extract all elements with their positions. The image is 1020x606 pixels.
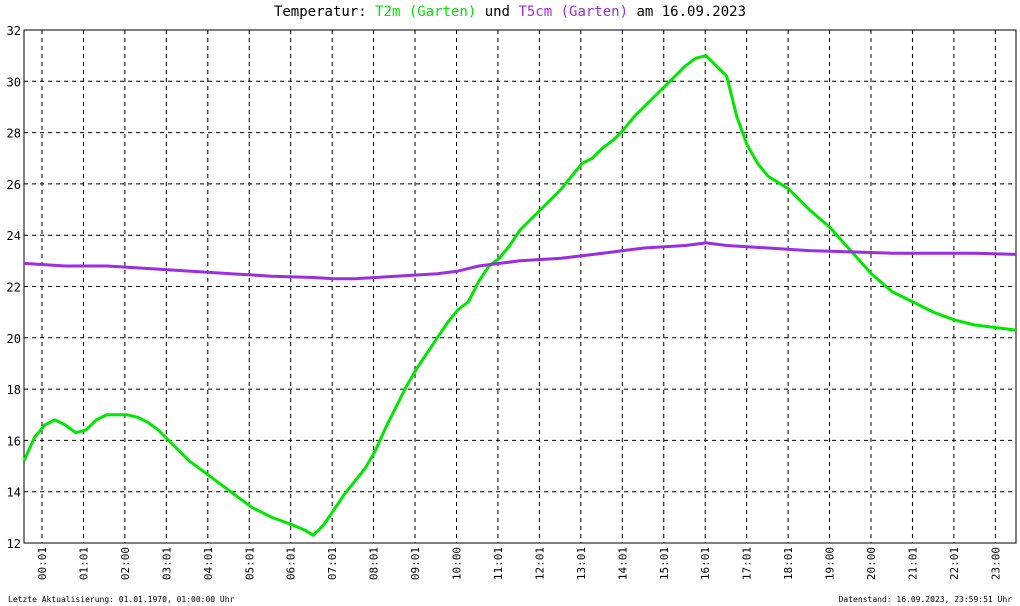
title-suffix: am 16.09.2023 xyxy=(636,4,747,20)
x-tick-label: 09:01 xyxy=(409,547,422,580)
x-tick-label: 23:00 xyxy=(989,547,1002,580)
plot-frame xyxy=(23,29,1017,544)
grid xyxy=(24,29,1016,544)
axes xyxy=(23,29,1017,544)
x-tick-label: 06:01 xyxy=(285,547,298,580)
x-tick-label: 18:01 xyxy=(782,547,795,580)
footer-data-status: Datenstand: 16.09.2023, 23:59:51 Uhr xyxy=(838,595,1012,604)
x-tick-labels: 00:01 01:01 02:00 03:01 04:01 05:01 06:01 07:01… xyxy=(36,547,1002,580)
x-tick-label: 07:01 xyxy=(326,547,339,580)
footer-last-update: Letzte Aktualisierung: 01.01.1970, 01:00… xyxy=(8,595,235,604)
y-tick-label: 32 xyxy=(7,24,21,38)
x-tick-label: 11:01 xyxy=(492,547,505,580)
y-tick-label: 24 xyxy=(7,229,21,243)
x-tick-label: 02:00 xyxy=(119,547,132,580)
y-tick-label: 22 xyxy=(7,281,21,295)
y-tick-label: 16 xyxy=(7,434,21,448)
x-tick-label: 13:01 xyxy=(575,547,588,580)
x-tick-label: 04:01 xyxy=(202,547,215,580)
title-series-t5cm: T5cm (Garten) xyxy=(518,4,629,20)
series-line-t5cm xyxy=(23,241,1017,281)
x-tick-label: 00:01 xyxy=(36,547,49,580)
x-tick-label: 20:00 xyxy=(865,547,878,580)
title-series-t2m: T2m (Garten) xyxy=(375,4,477,20)
chart-title: Temperatur: T2m (Garten) und T5cm (Garte… xyxy=(0,4,1020,20)
y-tick-label: 30 xyxy=(7,75,21,89)
y-tick-label: 26 xyxy=(7,178,21,192)
x-tick-label: 22:01 xyxy=(948,547,961,580)
x-tick-label: 14:01 xyxy=(616,547,629,580)
x-tick-label: 01:01 xyxy=(77,547,90,580)
title-prefix: Temperatur: xyxy=(273,4,367,20)
x-tick-label: 16:01 xyxy=(699,547,712,580)
y-tick-labels: 12 14 16 18 20 22 24 26 28 30 32 xyxy=(7,24,21,551)
x-tick-label: 05:01 xyxy=(243,547,256,580)
x-tick-label: 21:01 xyxy=(906,547,919,580)
x-tick-label: 15:01 xyxy=(658,547,671,580)
x-tick-label: 12:01 xyxy=(533,547,546,580)
x-tick-label: 10:00 xyxy=(451,547,464,580)
y-tick-label: 14 xyxy=(7,486,21,500)
x-tick-label: 08:01 xyxy=(368,547,381,580)
x-tick-label: 03:01 xyxy=(160,547,173,580)
x-tick-label: 19:00 xyxy=(824,547,837,580)
y-tick-label: 28 xyxy=(7,127,21,141)
title-middle: und xyxy=(484,4,510,20)
series-line-t2m xyxy=(22,54,1017,537)
y-tick-label: 20 xyxy=(7,332,21,346)
y-tick-label: 12 xyxy=(7,537,21,551)
series-lines xyxy=(22,54,1017,537)
x-tick-label: 17:01 xyxy=(741,547,754,580)
y-tick-label: 18 xyxy=(7,383,21,397)
